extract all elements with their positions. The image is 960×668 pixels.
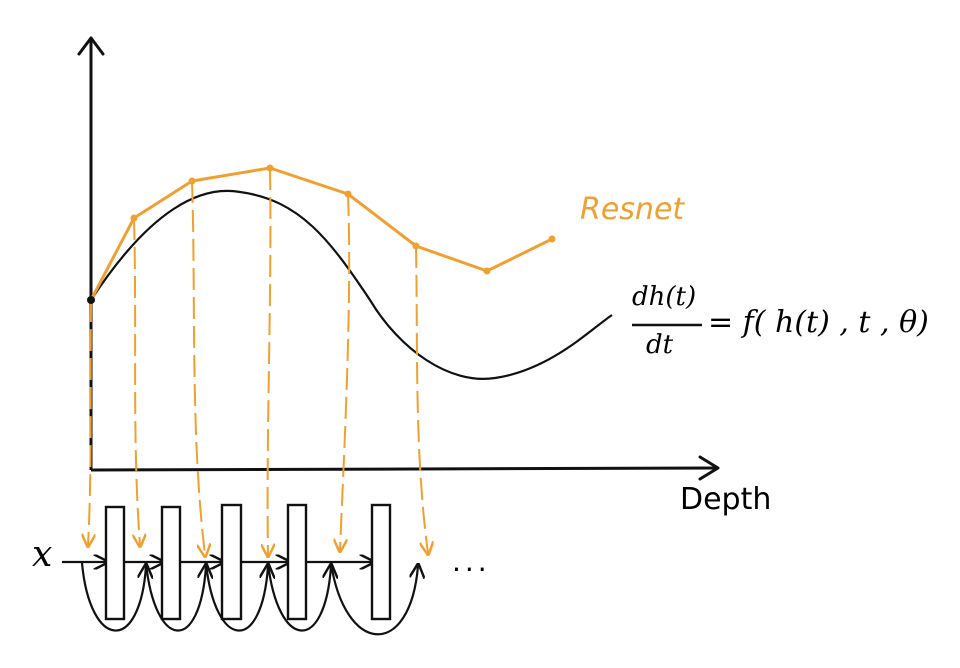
- residual-block-5: [370, 503, 392, 621]
- ode-right-hand-side: = f( h(t) , t , θ): [708, 305, 929, 340]
- origin-point: [87, 296, 95, 304]
- residual-block-3: [220, 503, 243, 621]
- ode-denominator: dt: [646, 330, 674, 360]
- input-label: x: [32, 534, 53, 575]
- residual-block-2: [160, 505, 182, 621]
- resnet-label: Resnet: [580, 192, 685, 227]
- x-axis-label: Depth: [680, 482, 772, 517]
- ellipsis: ...: [452, 545, 491, 578]
- residual-block-4: [286, 503, 308, 621]
- dashed-drop-lines: [88, 167, 428, 555]
- x-axis: [90, 466, 717, 472]
- residual-block-1: [104, 505, 126, 621]
- ode-numerator: dh(t): [632, 282, 697, 312]
- ode-curve: [90, 189, 613, 380]
- resnet-points: [130, 164, 556, 275]
- skip-connections: [80, 563, 418, 636]
- resnet-polyline: [89, 166, 553, 301]
- y-axis-arrow-head-icon: [77, 36, 105, 56]
- x-axis-arrow-head-icon: [698, 455, 720, 481]
- residual-blocks: [104, 503, 392, 621]
